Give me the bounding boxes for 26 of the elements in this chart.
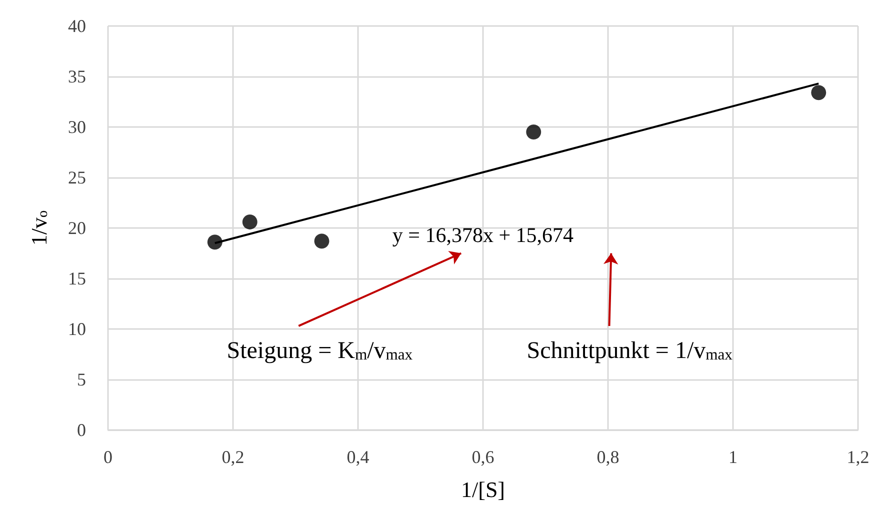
x-tick-label: 1	[728, 447, 738, 467]
x-tick-label: 0	[104, 447, 112, 467]
x-axis-title: 1/[S]	[461, 477, 505, 502]
annotation: y = 16,378x + 15,674	[392, 223, 574, 248]
y-tick-label: 25	[68, 168, 86, 188]
annotation: Schnittpunkt = 1/vmax	[526, 338, 733, 364]
x-tick-label: 0,2	[222, 447, 244, 467]
y-tick-label: 15	[68, 268, 86, 288]
x-tick-label: 0,6	[472, 447, 494, 467]
point	[242, 214, 258, 230]
y-tick-label: 5	[77, 370, 86, 390]
point	[526, 124, 542, 140]
x-tick-label: 1,2	[846, 447, 870, 467]
y-tick-label: 10	[68, 319, 86, 339]
y-tick-label: 0	[77, 420, 86, 440]
annotation: Steigung = Km/vmax	[226, 338, 413, 364]
y-tick-label: 40	[68, 16, 86, 36]
point	[314, 234, 330, 249]
y-tick-label: 30	[68, 117, 86, 137]
point	[811, 85, 826, 100]
y-tick-label: 35	[68, 66, 86, 86]
point	[207, 234, 222, 250]
x-tick-label: 0,4	[346, 447, 370, 467]
y-axis-title: 1/vo	[26, 210, 52, 246]
y-tick-label: 20	[68, 218, 86, 238]
x-tick-label: 0,8	[596, 447, 620, 467]
